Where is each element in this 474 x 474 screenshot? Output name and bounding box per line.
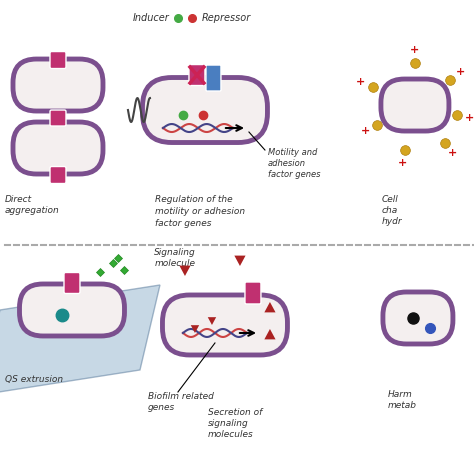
FancyBboxPatch shape (50, 166, 66, 183)
Polygon shape (264, 329, 275, 339)
Text: +: + (410, 45, 419, 55)
Text: Repressor: Repressor (202, 13, 251, 23)
Polygon shape (191, 325, 199, 333)
FancyBboxPatch shape (64, 273, 80, 293)
FancyBboxPatch shape (19, 284, 125, 336)
Text: Harm
metab: Harm metab (388, 390, 417, 410)
Text: +: + (448, 148, 457, 158)
Text: +: + (398, 158, 407, 168)
Polygon shape (179, 265, 191, 276)
Polygon shape (264, 302, 275, 312)
Text: +: + (356, 77, 365, 87)
Text: Signaling
molecule: Signaling molecule (154, 248, 196, 268)
Text: Cell
cha
hydr: Cell cha hydr (382, 195, 402, 226)
FancyBboxPatch shape (381, 79, 449, 131)
Text: +: + (456, 67, 465, 77)
Text: +: + (361, 126, 370, 136)
Text: Secretion of
signaling
molecules: Secretion of signaling molecules (208, 408, 262, 439)
FancyBboxPatch shape (13, 59, 103, 111)
Polygon shape (208, 317, 216, 325)
FancyBboxPatch shape (245, 282, 261, 304)
FancyBboxPatch shape (143, 78, 267, 143)
Text: +: + (465, 113, 474, 123)
FancyBboxPatch shape (50, 52, 66, 69)
Polygon shape (234, 255, 246, 266)
FancyBboxPatch shape (50, 110, 66, 126)
Text: Regulation of the
motility or adhesion
factor genes: Regulation of the motility or adhesion f… (155, 195, 245, 228)
Text: QS extrusion: QS extrusion (5, 375, 63, 384)
FancyBboxPatch shape (189, 64, 205, 85)
Text: Direct
aggregation: Direct aggregation (5, 195, 60, 215)
FancyBboxPatch shape (13, 122, 103, 174)
Text: Biofilm related
genes: Biofilm related genes (148, 392, 214, 412)
FancyBboxPatch shape (206, 65, 221, 91)
Text: Inducer: Inducer (133, 13, 170, 23)
FancyBboxPatch shape (383, 292, 453, 344)
Polygon shape (0, 285, 160, 395)
Text: Motility and
adhesion
factor genes: Motility and adhesion factor genes (268, 148, 320, 179)
FancyBboxPatch shape (163, 295, 287, 355)
